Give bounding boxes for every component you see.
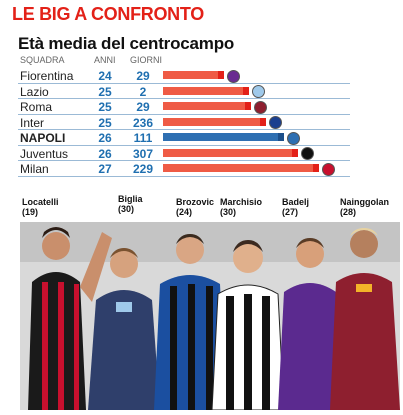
team-label: Fiorentina <box>20 69 74 83</box>
days-value: 2 <box>139 84 147 99</box>
team-label: Roma <box>20 100 53 114</box>
row-divider <box>18 113 350 115</box>
days-value: 29 <box>136 69 150 83</box>
team-label: Juventus <box>20 146 69 161</box>
player-name-label: Nainggolan (28) <box>340 197 389 217</box>
days-value: 307 <box>132 146 154 161</box>
players-photo-area <box>20 192 400 411</box>
days-value: 111 <box>133 131 153 145</box>
player-name-label: Marchisio (30) <box>220 197 263 217</box>
team-crest-icon <box>227 69 240 83</box>
age-bar-cap <box>218 71 224 79</box>
age-value: 27 <box>98 162 112 176</box>
row-divider <box>18 98 350 99</box>
days-value: 29 <box>136 100 150 114</box>
team-crest-icon <box>322 162 335 176</box>
col-header-team: SQUADRA <box>20 55 65 65</box>
player-name-label: Locatelli (19) <box>22 197 59 217</box>
age-bar-cap <box>313 164 319 172</box>
age-value: 25 <box>98 84 112 99</box>
team-crest-icon <box>252 85 265 98</box>
row-divider <box>18 82 350 84</box>
row-divider <box>18 144 350 146</box>
player-nainggolan-figure <box>330 228 400 410</box>
days-value: 236 <box>132 115 154 130</box>
age-value: 25 <box>98 100 112 114</box>
player-badelj-figure <box>278 238 342 410</box>
age-bar-cap <box>243 86 249 95</box>
player-brozovic-figure <box>154 234 226 410</box>
team-label: Milan <box>20 162 49 176</box>
player-name-label: Biglia (30) <box>118 194 143 214</box>
age-bar <box>163 71 218 79</box>
player-marchisio-figure <box>211 240 285 411</box>
age-bar <box>163 148 292 157</box>
team-crest-icon <box>254 100 267 114</box>
row-divider <box>18 160 350 161</box>
player-name-label: Badelj (27) <box>282 197 310 217</box>
players-illustration <box>20 222 400 411</box>
age-bar <box>163 102 245 110</box>
age-value: 24 <box>98 69 112 83</box>
days-value: 229 <box>132 162 154 176</box>
age-bar <box>163 86 243 95</box>
player-biglia-figure <box>88 248 160 410</box>
team-label: NAPOLI <box>20 131 66 145</box>
player-name-label: Brozovic (24) <box>176 197 215 217</box>
team-crest-icon <box>269 116 282 129</box>
age-bar-cap <box>278 133 284 141</box>
team-crest-icon <box>301 147 314 160</box>
row-divider <box>18 175 350 177</box>
col-header-age: ANNI <box>94 55 116 65</box>
team-label: Lazio <box>20 84 49 99</box>
row-divider <box>18 129 350 130</box>
player-locatelli-figure <box>28 227 112 410</box>
age-bar-cap <box>292 148 298 157</box>
age-bar <box>163 117 260 126</box>
col-header-days: GIORNI <box>130 55 163 65</box>
chart-title: Età media del centrocampo <box>18 34 235 53</box>
age-value: 26 <box>98 131 112 145</box>
age-bar <box>163 133 278 141</box>
age-value: 25 <box>98 115 112 130</box>
age-bar-cap <box>245 102 251 110</box>
age-value: 26 <box>98 146 112 161</box>
age-bar-cap <box>260 117 266 126</box>
team-label: Inter <box>20 115 45 130</box>
header: LE BIG A CONFRONTO <box>12 4 204 25</box>
age-bar <box>163 164 313 172</box>
kicker-title: LE BIG A CONFRONTO <box>12 4 204 24</box>
team-crest-icon <box>287 131 300 145</box>
